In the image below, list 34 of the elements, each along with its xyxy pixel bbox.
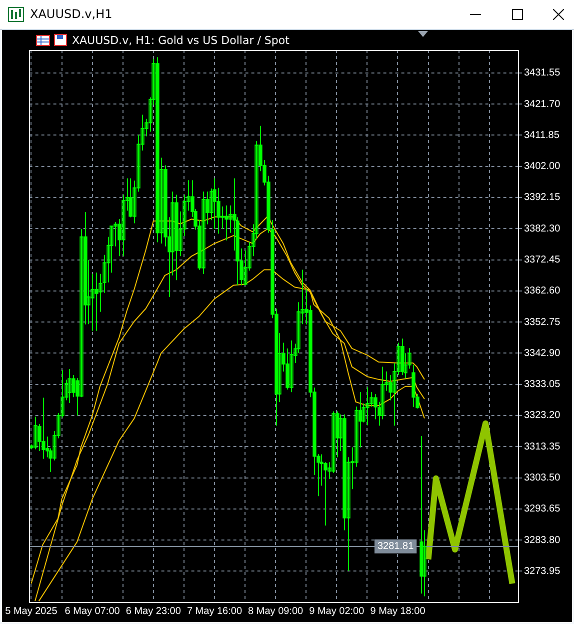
y-tick-label: 3323.20 — [524, 410, 561, 422]
x-tick-label: 9 May 02:00 — [309, 606, 365, 617]
y-tick-label: 3372.45 — [524, 254, 561, 266]
y-tick-label: 3352.75 — [524, 316, 561, 328]
y-tick-label: 3293.65 — [524, 504, 561, 515]
y-tick-label: 3382.30 — [524, 223, 561, 234]
y-tick-label: 3392.15 — [524, 192, 561, 204]
candlestick — [422, 530, 426, 597]
y-tick-label: 3362.60 — [524, 286, 561, 297]
y-tick-label: 3273.95 — [524, 566, 561, 577]
chart-subtitle: XAUUSD.v, H1: Gold vs US Dollar / Spot — [72, 34, 290, 47]
y-tick-label: 3421.70 — [524, 98, 561, 110]
candlestick — [114, 221, 118, 247]
y-tick-label: 3283.80 — [524, 534, 561, 546]
x-tick-label: 9 May 18:00 — [370, 606, 426, 617]
y-tick-label: 3402.00 — [524, 161, 561, 172]
y-tick-label: 3313.35 — [524, 441, 561, 452]
candlestick — [202, 191, 206, 274]
candlestick — [68, 368, 72, 404]
candlestick — [366, 386, 370, 426]
ref-line-label: 3281.81 — [378, 541, 414, 552]
y-tick-label: 3342.90 — [524, 348, 561, 359]
y-tick-label: 3333.05 — [524, 379, 561, 390]
x-tick-label: 5 May 2025 — [5, 606, 58, 617]
x-tick-label: 8 May 09:00 — [248, 606, 304, 617]
x-tick-label: 6 May 07:00 — [64, 606, 120, 617]
x-tick-label: 6 May 23:00 — [126, 606, 182, 617]
chart-title: XAUUSD.v,H1 — [30, 7, 112, 21]
y-tick-label: 3411.85 — [524, 130, 560, 141]
candlestick — [290, 340, 294, 393]
y-tick-label: 3431.55 — [524, 68, 561, 79]
x-tick-label: 7 May 16:00 — [186, 606, 242, 617]
y-tick-label: 3303.50 — [524, 472, 561, 484]
candlestick — [34, 416, 38, 450]
